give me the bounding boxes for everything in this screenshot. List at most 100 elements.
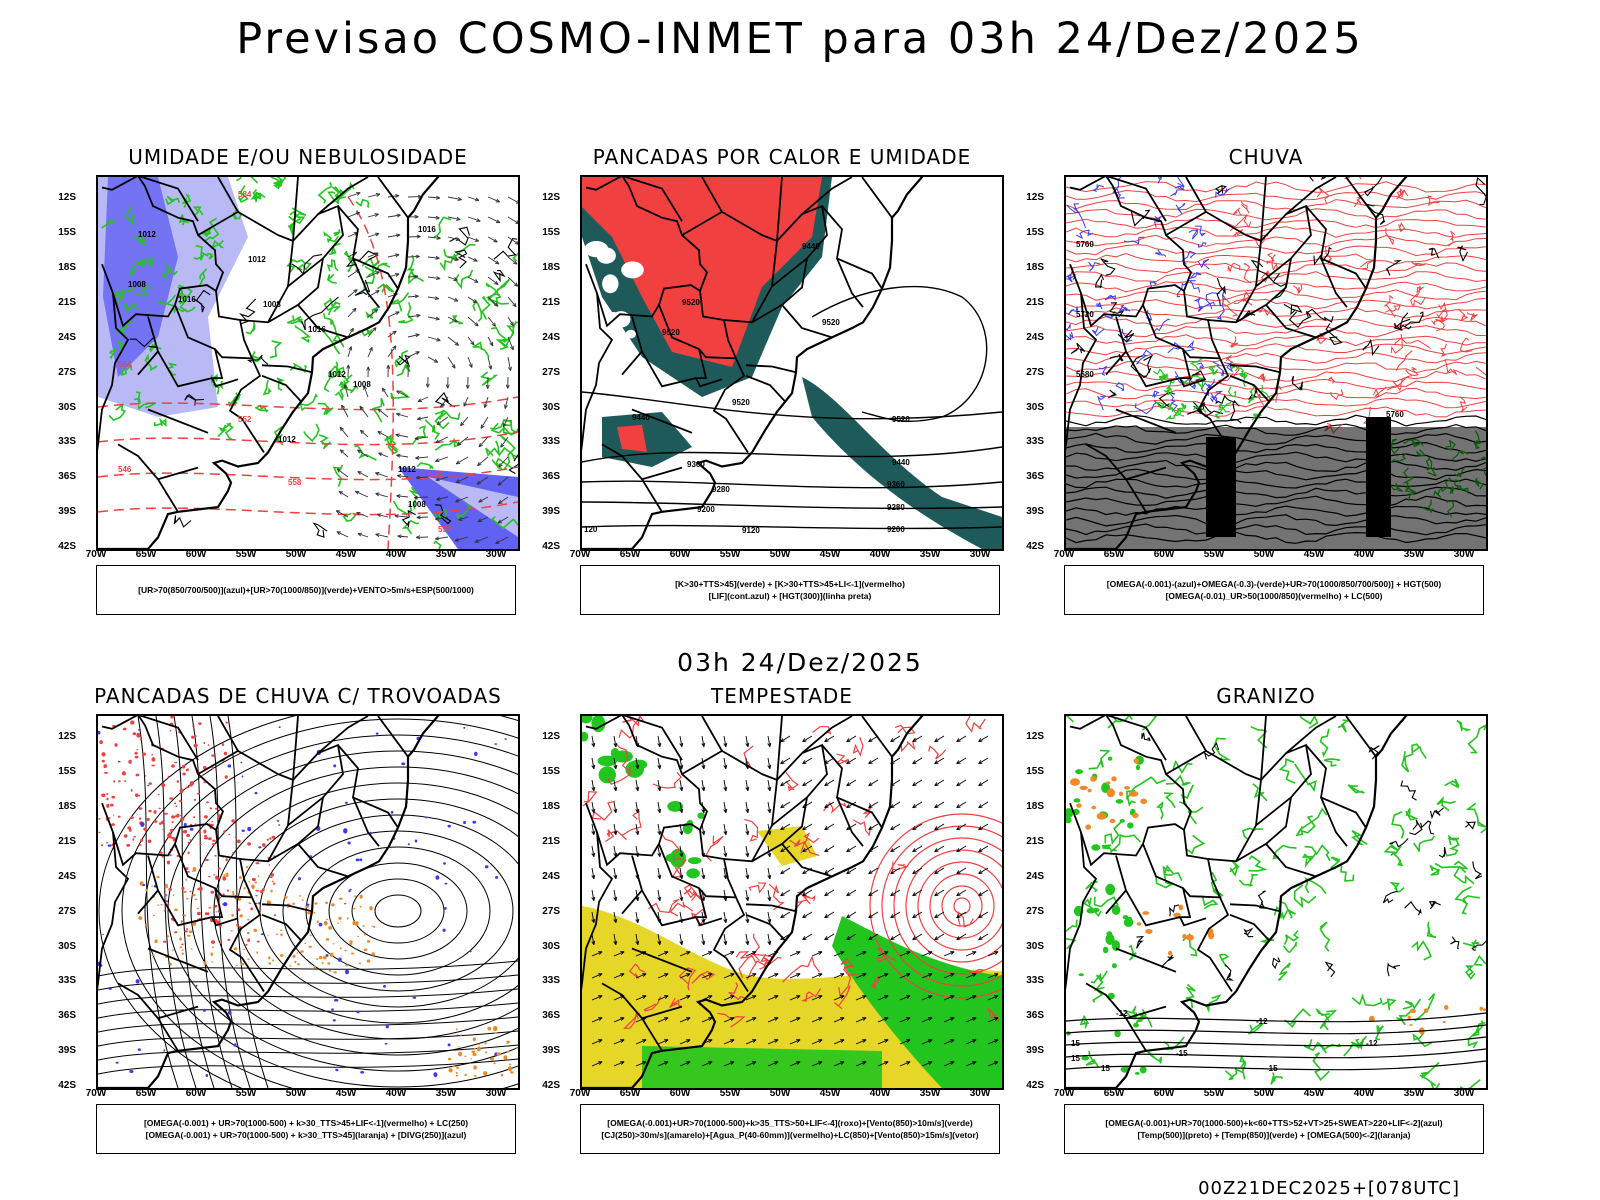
panel-title: TEMPESTADE <box>711 684 853 708</box>
latitude-tick-label: 42S <box>1026 541 1044 552</box>
longitude-tick-label: 45W <box>819 1088 841 1099</box>
latitude-tick-label: 15S <box>58 227 76 239</box>
latitude-axis: 12S 15S 18S 21S 24S 27S 30S 33S 36S 39S 42S <box>1024 714 1046 1091</box>
longitude-tick-label: 70W <box>569 549 591 560</box>
longitude-tick-label: 30W <box>969 549 991 560</box>
contour-label: 5760 <box>1076 240 1094 249</box>
legend-line: [OMEGA(-0.01)_UR>50(1000/850)(vermelho) … <box>1165 591 1383 601</box>
latitude-tick-label: 21S <box>542 296 560 308</box>
latitude-tick-label: 39S <box>58 1045 76 1057</box>
panel-legend: [OMEGA(-0.001)+UR>70(1000-500)+k>35_TTS>… <box>580 1104 1000 1154</box>
latitude-tick-label: 12S <box>58 192 76 204</box>
forecast-map: 5760 5720 5680 5760 <box>1064 175 1488 551</box>
red-contour-label: 564 <box>118 360 132 369</box>
longitude-tick-label: 45W <box>335 1088 357 1099</box>
latitude-tick-label: 30S <box>1026 401 1044 413</box>
longitude-tick-label: 45W <box>1303 1088 1325 1099</box>
panel-granizo: GRANIZO -12 -12 -15 -15 -12 15 15 15 12S 15S 18S 21S… <box>1026 684 1506 1169</box>
forecast-map <box>580 714 1004 1090</box>
longitude-tick-label: 65W <box>1103 549 1125 560</box>
contour-label: 1008 <box>128 280 146 289</box>
latitude-tick-label: 15S <box>1026 227 1044 239</box>
latitude-tick-label: 18S <box>58 262 76 273</box>
contour-label: -15 <box>1176 1049 1188 1058</box>
latitude-tick-label: 21S <box>58 835 76 847</box>
contour-label: 1016 <box>178 295 196 304</box>
panel-pancadas-calor: PANCADAS POR CALOR E UMIDADE 9440 9520 9520… <box>542 145 1022 630</box>
longitude-tick-label: 60W <box>669 1088 691 1099</box>
latitude-tick-label: 15S <box>542 227 560 239</box>
panel-title: GRANIZO <box>1216 684 1316 708</box>
contour-label: 1016 <box>418 225 436 234</box>
forecast-map: 9440 9520 9520 9520 9520 9440 9360 9280 9200 9120… <box>580 175 1004 551</box>
latitude-tick-label: 24S <box>542 870 560 882</box>
latitude-tick-label: 27S <box>542 905 560 917</box>
longitude-tick-label: 40W <box>385 549 407 560</box>
panel-legend: [OMEGA(-0.001) + UR>70(1000-500) + k>30_… <box>96 1104 516 1154</box>
panel-tempestade: TEMPESTADE 12S 15S 18S 21S 24S 27S 30S 33S 36S 39S… <box>542 684 1022 1169</box>
latitude-tick-label: 27S <box>58 366 76 378</box>
longitude-tick-label: 35W <box>435 1088 457 1099</box>
longitude-axis: 70W 65W 60W 55W 50W 45W 40W 35W 30W <box>1054 1088 1488 1102</box>
contour-label: 9200 <box>697 505 715 514</box>
legend-line: [LIF](cont.azul) + [HGT(300)](linha pret… <box>708 591 872 601</box>
contour-label: 9200 <box>887 525 905 534</box>
longitude-tick-label: 40W <box>385 1088 407 1099</box>
panel-title: PANCADAS POR CALOR E UMIDADE <box>592 145 972 169</box>
legend-line: [OMEGA(-0.001)+UR>70(1000-500)+k>35_TTS>… <box>607 1118 973 1128</box>
contour-label: 1008 <box>408 500 426 509</box>
forecast-map <box>96 714 520 1090</box>
panel-title: CHUVA <box>1228 145 1304 169</box>
run-info-footer: 00Z21DEC2025+[078UTC] <box>1198 1178 1460 1199</box>
contour-label: 9440 <box>802 242 820 251</box>
latitude-tick-label: 18S <box>1026 262 1044 273</box>
latitude-tick-label: 24S <box>1026 331 1044 343</box>
contour-label: 1012 <box>398 465 416 474</box>
contour-label: -12 <box>1366 1039 1378 1048</box>
map-canvas <box>582 716 1002 1088</box>
longitude-tick-label: 55W <box>235 1088 257 1099</box>
contour-label: 1012 <box>138 230 156 239</box>
latitude-tick-label: 42S <box>58 1080 76 1091</box>
legend-line: [OMEGA(-0.001)+UR>70(1000-500)+k<60+TTS>… <box>1105 1118 1443 1128</box>
longitude-tick-label: 70W <box>1053 1088 1075 1099</box>
latitude-tick-label: 18S <box>542 262 560 273</box>
legend-line: [OMEGA(-0.001)-(azul)+OMEGA(-0.3)-(verde… <box>1106 579 1442 589</box>
latitude-tick-label: 24S <box>1026 870 1044 882</box>
latitude-tick-label: 36S <box>1026 1010 1044 1022</box>
latitude-tick-label: 42S <box>542 1080 560 1091</box>
longitude-tick-label: 30W <box>1453 1088 1475 1099</box>
latitude-tick-label: 39S <box>1026 506 1044 518</box>
latitude-tick-label: 36S <box>1026 471 1044 483</box>
red-contour-label: 564 <box>428 470 442 479</box>
red-contour-label: 552 <box>238 415 252 424</box>
latitude-tick-label: 18S <box>58 801 76 812</box>
longitude-tick-label: 45W <box>819 549 841 560</box>
red-contour-label: 546 <box>118 465 132 474</box>
latitude-tick-label: 33S <box>542 975 560 987</box>
latitude-tick-label: 27S <box>1026 366 1044 378</box>
contour-label: 9360 <box>887 480 905 489</box>
longitude-tick-label: 45W <box>1303 549 1325 560</box>
longitude-tick-label: 70W <box>569 1088 591 1099</box>
longitude-tick-label: 60W <box>185 1088 207 1099</box>
contour-label: 120 <box>584 525 598 534</box>
panel-legend: [K>30+TTS>45](verde) + [K>30+TTS>45+LI<-… <box>580 565 1000 615</box>
latitude-tick-label: 12S <box>542 731 560 743</box>
latitude-tick-label: 27S <box>542 366 560 378</box>
longitude-tick-label: 70W <box>85 1088 107 1099</box>
legend-line: [UR>70(850/700/500)](azul)+[UR>70(1000/8… <box>138 585 474 595</box>
latitude-axis: 12S 15S 18S 21S 24S 27S 30S 33S 36S 39S 42S <box>56 714 78 1091</box>
longitude-axis: 70W 65W 60W 55W 50W 45W 40W 35W 30W <box>86 1088 520 1102</box>
latitude-tick-label: 24S <box>58 331 76 343</box>
longitude-tick-label: 60W <box>1153 1088 1175 1099</box>
latitude-tick-label: 21S <box>1026 296 1044 308</box>
latitude-tick-label: 30S <box>542 401 560 413</box>
latitude-tick-label: 12S <box>542 192 560 204</box>
latitude-axis: 12S 15S 18S 21S 24S 27S 30S 33S 36S 39S 42S <box>56 175 78 552</box>
longitude-axis: 70W 65W 60W 55W 50W 45W 40W 35W 30W <box>570 1088 1004 1102</box>
latitude-tick-label: 24S <box>58 870 76 882</box>
contour-label: 1016 <box>308 325 326 334</box>
longitude-tick-label: 35W <box>919 549 941 560</box>
contour-label: 9520 <box>682 298 700 307</box>
